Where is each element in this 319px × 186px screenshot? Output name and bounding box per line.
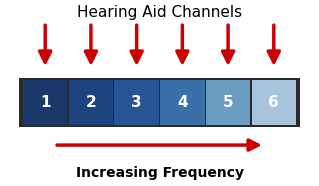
Bar — [69, 80, 113, 125]
Bar — [252, 80, 296, 125]
Bar — [206, 80, 250, 125]
Text: Increasing Frequency: Increasing Frequency — [76, 166, 243, 180]
Text: 2: 2 — [85, 95, 96, 110]
FancyBboxPatch shape — [19, 78, 300, 127]
Bar — [115, 80, 159, 125]
Bar — [160, 80, 204, 125]
Text: Hearing Aid Channels: Hearing Aid Channels — [77, 5, 242, 20]
Text: 1: 1 — [40, 95, 50, 110]
Text: 6: 6 — [268, 95, 279, 110]
Text: 4: 4 — [177, 95, 188, 110]
Bar — [23, 80, 67, 125]
Text: 5: 5 — [223, 95, 234, 110]
Text: 3: 3 — [131, 95, 142, 110]
